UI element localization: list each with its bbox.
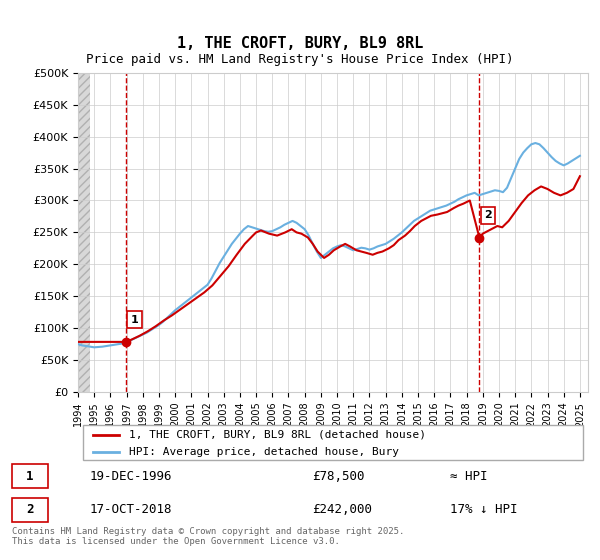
Text: Price paid vs. HM Land Registry's House Price Index (HPI): Price paid vs. HM Land Registry's House …	[86, 53, 514, 66]
FancyBboxPatch shape	[83, 424, 583, 460]
Text: 2: 2	[26, 503, 34, 516]
Text: 17-OCT-2018: 17-OCT-2018	[90, 503, 173, 516]
Text: HPI: Average price, detached house, Bury: HPI: Average price, detached house, Bury	[129, 447, 399, 457]
Text: 1, THE CROFT, BURY, BL9 8RL (detached house): 1, THE CROFT, BURY, BL9 8RL (detached ho…	[129, 430, 426, 440]
Text: ≈ HPI: ≈ HPI	[450, 469, 487, 483]
Text: 17% ↓ HPI: 17% ↓ HPI	[450, 503, 517, 516]
Text: 1: 1	[26, 469, 34, 483]
Text: 19-DEC-1996: 19-DEC-1996	[90, 469, 173, 483]
Bar	[78, 73, 86, 392]
Text: Contains HM Land Registry data © Crown copyright and database right 2025.
This d: Contains HM Land Registry data © Crown c…	[12, 526, 404, 546]
Bar	[78, 73, 90, 392]
FancyBboxPatch shape	[12, 497, 48, 522]
Text: 2: 2	[484, 211, 492, 220]
Text: 1, THE CROFT, BURY, BL9 8RL: 1, THE CROFT, BURY, BL9 8RL	[177, 36, 423, 52]
Text: £78,500: £78,500	[312, 469, 365, 483]
Text: £242,000: £242,000	[312, 503, 372, 516]
Text: 1: 1	[131, 315, 139, 325]
FancyBboxPatch shape	[12, 464, 48, 488]
